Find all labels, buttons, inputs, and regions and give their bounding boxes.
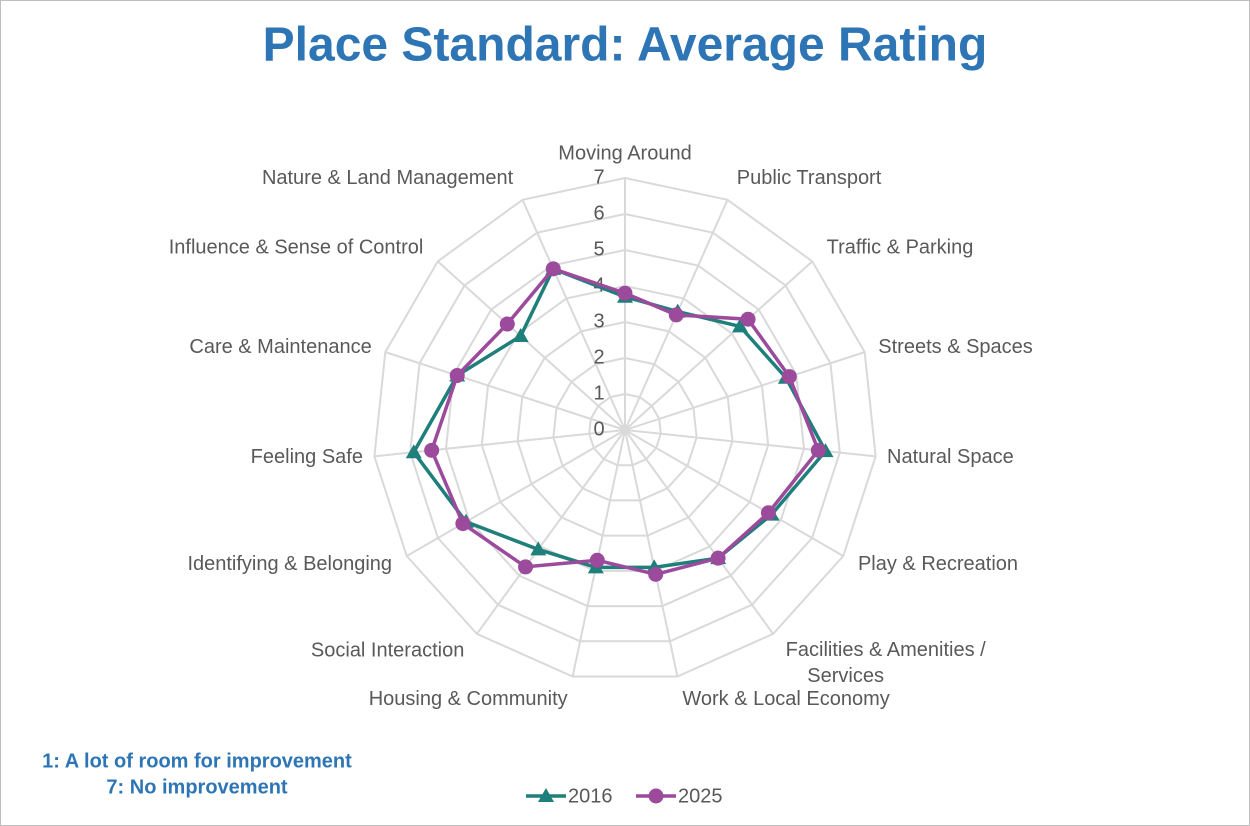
point [668, 307, 684, 323]
note-line: 1: A lot of room for improvement [42, 750, 352, 772]
spoke [624, 429, 774, 635]
point [740, 311, 756, 327]
category-label: Streets & Spaces [878, 336, 1033, 358]
note-line: 7: No improvement [106, 776, 287, 798]
point [760, 505, 776, 521]
y-tick-label: 2 [593, 346, 604, 368]
category-label: Housing & Community [369, 688, 568, 710]
legend-label: 2025 [678, 785, 723, 807]
category-label: Influence & Sense of Control [169, 237, 424, 259]
label-line: Services [807, 665, 884, 687]
series-line [429, 266, 821, 577]
point [589, 552, 605, 568]
point [512, 328, 529, 343]
category-label: Nature & Land Management [262, 167, 514, 189]
point [499, 316, 515, 332]
category-label: Social Interaction [311, 639, 464, 661]
point [732, 318, 749, 333]
category-label: Identifying & Belonging [187, 553, 392, 575]
point [810, 442, 826, 458]
point [455, 516, 471, 532]
point [424, 442, 440, 458]
point [617, 285, 633, 301]
grid-ring [444, 248, 806, 608]
category-label: Facilities & Amenities / Services [786, 639, 987, 687]
chart-title: Place Standard: Average Rating [263, 19, 988, 72]
category-label: Moving Around [558, 142, 691, 164]
legend-marker [538, 788, 554, 802]
category-label: Public Transport [737, 167, 882, 189]
category-label: Work & Local Economy [682, 688, 890, 710]
category-label: Play & Recreation [858, 553, 1018, 575]
point [530, 541, 547, 556]
category-label: Traffic & Parking [827, 237, 974, 259]
spoke [624, 429, 876, 458]
grid-ring [588, 392, 662, 467]
point [518, 559, 534, 575]
spoke [624, 351, 865, 431]
y-tick-label: 5 [593, 238, 604, 260]
spoke [624, 260, 813, 431]
point [781, 369, 797, 385]
y-tick-label: 0 [593, 418, 604, 440]
grid-ring [409, 212, 841, 643]
label-line: Facilities & Amenities / [786, 639, 987, 661]
point [449, 367, 465, 383]
spoke [624, 429, 679, 677]
y-tick-label: 3 [593, 310, 604, 332]
grid-ring [516, 320, 734, 537]
spoke [437, 260, 626, 431]
spoke [476, 429, 626, 635]
point [405, 444, 422, 459]
legend-marker [648, 788, 664, 804]
spoke [406, 429, 626, 557]
point [648, 566, 664, 582]
legend-label: 2016 [568, 785, 613, 807]
category-label: Natural Space [887, 446, 1014, 468]
point [710, 550, 726, 566]
category-label: Care & Maintenance [189, 336, 371, 358]
spoke [521, 199, 626, 431]
category-label: Feeling Safe [251, 446, 363, 468]
spoke [624, 429, 844, 557]
grid-ring [480, 284, 770, 572]
spoke [385, 351, 626, 431]
point [545, 261, 561, 277]
grid-ring [552, 356, 698, 502]
y-tick-label: 6 [593, 202, 604, 224]
y-tick-label: 1 [593, 382, 604, 404]
grid-ring [373, 176, 877, 678]
y-tick-label: 7 [593, 166, 604, 188]
